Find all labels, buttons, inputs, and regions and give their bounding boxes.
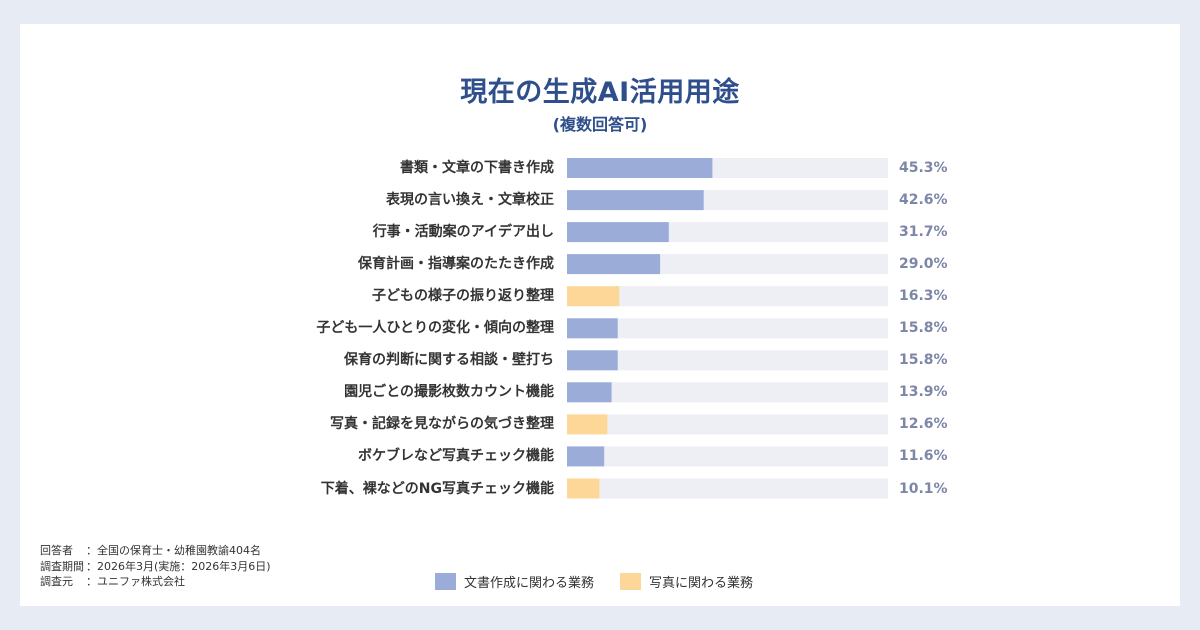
category-label: 保育計画・指導案のたたき作成 bbox=[358, 256, 554, 273]
category-label: 写真・記録を見ながらの気づき整理 bbox=[330, 416, 554, 433]
value-label: 15.8% bbox=[899, 352, 948, 369]
category-label: 下着、裸などのNG写真チェック機能 bbox=[320, 480, 554, 497]
category-label: 表現の言い換え・文章校正 bbox=[386, 192, 554, 209]
note-value: ：2026年3月(実施：2026年3月6日) bbox=[86, 559, 271, 573]
value-label: 10.1% bbox=[899, 480, 948, 497]
chart-legend: 文書作成に関わる業務 写真に関わる業務 bbox=[435, 572, 779, 591]
note-key: 調査期間 bbox=[40, 559, 84, 573]
note-value: ：全国の保育士・幼稚園教諭404名 bbox=[86, 544, 261, 557]
legend-item-photo: 写真に関わる業務 bbox=[620, 572, 753, 591]
survey-notes: 回答者 ：全国の保育士・幼稚園教諭404名 調査期間 ：2026年3月(実施：2… bbox=[40, 543, 271, 590]
legend-item-document: 文書作成に関わる業務 bbox=[435, 572, 594, 591]
category-label: 子ども一人ひとりの変化・傾向の整理 bbox=[316, 320, 554, 337]
value-label: 16.3% bbox=[899, 288, 948, 305]
legend-label: 文書作成に関わる業務 bbox=[464, 576, 595, 591]
category-label: ボケブレなど写真チェック機能 bbox=[358, 448, 554, 465]
note-key: 調査元 bbox=[40, 575, 73, 588]
value-label: 11.6% bbox=[899, 448, 948, 465]
note-respondents: 回答者 ：全国の保育士・幼稚園教諭404名 bbox=[40, 543, 271, 559]
note-source: 調査元 ：ユニファ株式会社 bbox=[40, 574, 271, 590]
value-label: 13.9% bbox=[899, 384, 948, 401]
legend-swatch-document bbox=[435, 573, 456, 590]
value-label: 31.7% bbox=[899, 224, 948, 241]
category-label: 行事・活動案のアイデア出し bbox=[372, 224, 554, 241]
value-label: 29.0% bbox=[899, 256, 948, 273]
category-label: 書類・文章の下書き作成 bbox=[400, 160, 554, 176]
chart-card bbox=[20, 24, 1180, 606]
legend-swatch-photo bbox=[620, 573, 642, 590]
chart-subtitle: (複数回答可) bbox=[552, 115, 648, 134]
category-label: 子どもの様子の振り返り整理 bbox=[372, 288, 554, 305]
note-period: 調査期間 ：2026年3月(実施：2026年3月6日) bbox=[40, 559, 271, 575]
chart-title: 現在の生成AI活用用途 bbox=[460, 77, 740, 108]
value-label: 15.8% bbox=[899, 320, 948, 337]
note-value: ：ユニファ株式会社 bbox=[86, 575, 185, 588]
category-label: 保育の判断に関する相談・壁打ち bbox=[344, 352, 554, 369]
value-label: 12.6% bbox=[899, 416, 948, 433]
legend-label: 写真に関わる業務 bbox=[649, 576, 754, 591]
note-key: 回答者 bbox=[40, 544, 73, 557]
value-label: 45.3% bbox=[899, 160, 948, 176]
value-label: 42.6% bbox=[899, 192, 948, 209]
category-label: 園児ごとの撮影枚数カウント機能 bbox=[344, 384, 554, 401]
